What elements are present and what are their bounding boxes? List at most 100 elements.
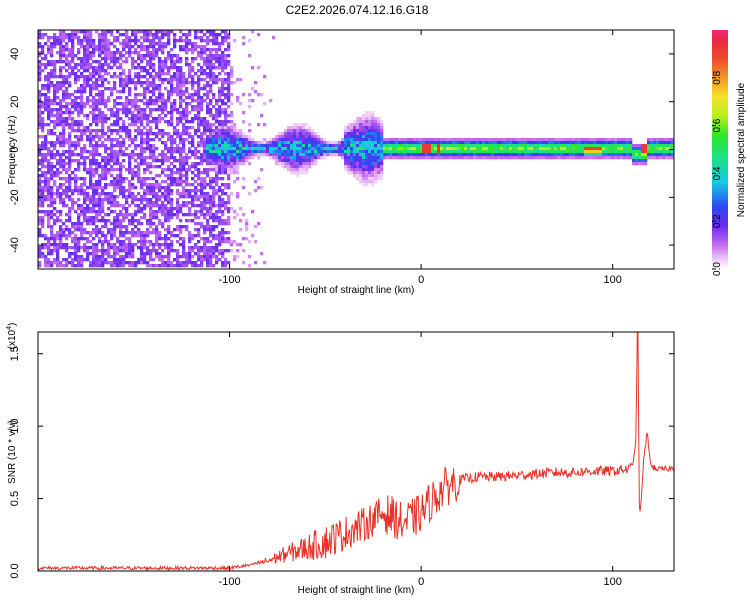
heatmap-cell — [107, 168, 111, 172]
heatmap-cell — [368, 150, 372, 154]
heatmap-cell — [122, 45, 126, 49]
heatmap-cell — [41, 225, 45, 229]
heatmap-cell — [188, 189, 192, 193]
heatmap-cell — [50, 177, 54, 181]
heatmap-cell — [194, 57, 198, 61]
heatmap-cell — [122, 216, 126, 220]
heatmap-cell — [662, 153, 666, 157]
heatmap-cell — [599, 138, 603, 142]
heatmap-cell — [47, 102, 51, 106]
heatmap-cell — [221, 240, 225, 244]
heatmap-cell — [68, 102, 72, 106]
heatmap-cell — [89, 144, 93, 148]
heatmap-cell — [89, 54, 93, 58]
heatmap-cell — [71, 42, 75, 46]
heatmap-cell — [197, 255, 201, 259]
heatmap-cell — [143, 243, 147, 247]
heatmap-cell — [434, 141, 438, 145]
heatmap-cell — [128, 180, 132, 184]
heatmap-cell — [74, 246, 78, 250]
heatmap-cell — [290, 150, 294, 154]
heatmap-cell — [59, 39, 63, 43]
heatmap-cell — [143, 48, 147, 52]
heatmap-cell — [185, 57, 189, 61]
heatmap-cell — [458, 150, 462, 154]
heatmap-cell — [209, 102, 213, 106]
heatmap-cell — [191, 66, 195, 70]
heatmap-cell — [206, 39, 210, 43]
heatmap-cell — [254, 261, 258, 265]
heatmap-cell — [227, 219, 231, 223]
heatmap-cell — [602, 144, 606, 148]
heatmap-cell — [86, 81, 90, 85]
heatmap-cell — [566, 156, 570, 160]
heatmap-cell — [365, 135, 369, 139]
heatmap-cell — [155, 195, 159, 199]
heatmap-cell — [89, 219, 93, 223]
heatmap-cell — [140, 186, 144, 190]
heatmap-cell — [173, 180, 177, 184]
heatmap-cell — [71, 60, 75, 64]
heatmap-cell — [131, 63, 135, 67]
heatmap-cell — [128, 159, 132, 163]
heatmap-cell — [371, 120, 375, 124]
heatmap-cell — [83, 165, 87, 169]
heatmap-cell — [203, 198, 207, 202]
heatmap-cell — [101, 96, 105, 100]
heatmap-cell — [128, 117, 132, 121]
heatmap-cell — [152, 222, 156, 226]
heatmap-cell — [134, 225, 138, 229]
heatmap-cell — [167, 207, 171, 211]
heatmap-cell — [209, 225, 213, 229]
snr-panel: -100 0 100 0.00.51.01.5 Height of straight… — [6, 323, 675, 596]
heatmap-cell — [95, 252, 99, 256]
heatmap-cell — [59, 57, 63, 61]
heatmap-cell — [206, 225, 210, 229]
heatmap-cell — [248, 156, 252, 160]
heatmap-cell — [227, 63, 231, 67]
heatmap-cell — [107, 99, 111, 103]
heatmap-cell — [251, 87, 255, 91]
heatmap-cell — [53, 126, 57, 130]
heatmap-cell — [167, 168, 171, 172]
heatmap-cell — [38, 264, 42, 268]
heatmap-cell — [284, 129, 288, 133]
heatmap-cell — [248, 138, 252, 142]
heatmap-cell — [74, 201, 78, 205]
heatmap-cell — [185, 195, 189, 199]
heatmap-cell — [215, 108, 219, 112]
heatmap-cell — [590, 150, 594, 154]
heatmap-cell — [89, 186, 93, 190]
heatmap-cell — [209, 123, 213, 127]
heatmap-cell — [53, 132, 57, 136]
heatmap-cell — [134, 264, 138, 268]
heatmap-cell — [209, 201, 213, 205]
heatmap-cell — [284, 141, 288, 145]
heatmap-cell — [209, 90, 213, 94]
heatmap-cell — [47, 204, 51, 208]
heatmap-cell — [344, 132, 348, 136]
heatmap-cell — [209, 66, 213, 70]
heatmap-cell — [113, 105, 117, 109]
heatmap-cell — [377, 153, 381, 157]
heatmap-cell — [215, 57, 219, 61]
heatmap-cell — [233, 147, 237, 151]
heatmap-cell — [191, 177, 195, 181]
heatmap-cell — [227, 237, 231, 241]
heatmap-cell — [482, 153, 486, 157]
colorbar-gradient — [712, 30, 728, 269]
heatmap-cell — [65, 96, 69, 100]
heatmap-cell — [74, 189, 78, 193]
heatmap-cell — [233, 144, 237, 148]
heatmap-cell — [614, 144, 618, 148]
heatmap-cell — [155, 228, 159, 232]
heatmap-cell — [194, 81, 198, 85]
heatmap-cell — [65, 204, 69, 208]
heatmap-cell — [596, 144, 600, 148]
heatmap-cell — [206, 111, 210, 115]
heatmap-cell — [200, 177, 204, 181]
heatmap-cell — [38, 102, 42, 106]
heatmap-cell — [71, 33, 75, 37]
heatmap-cell — [137, 198, 141, 202]
heatmap-cell — [353, 120, 357, 124]
